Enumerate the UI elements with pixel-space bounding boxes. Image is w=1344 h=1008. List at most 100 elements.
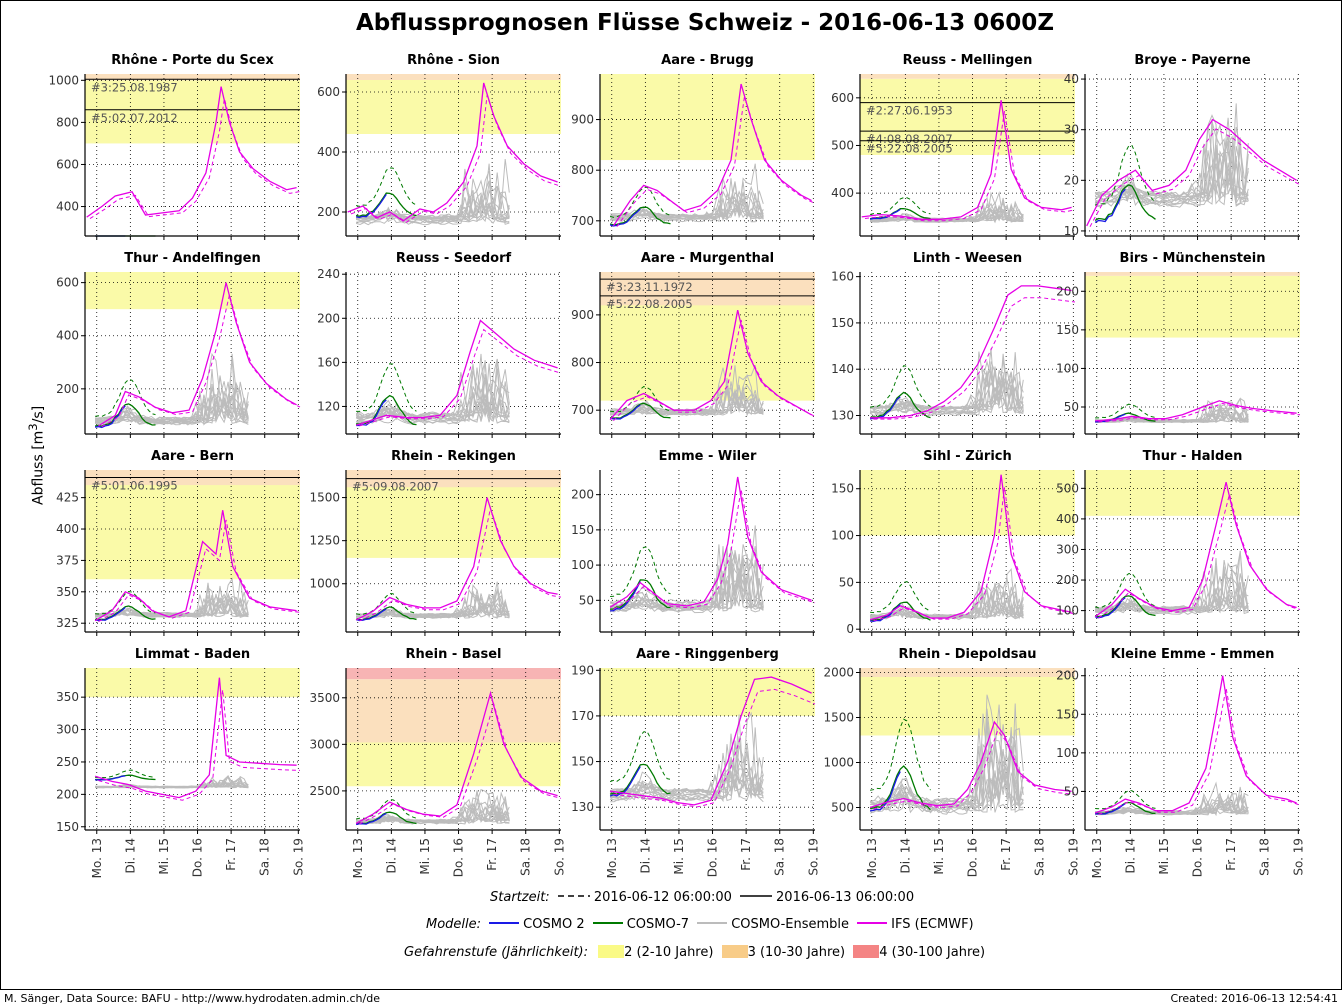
y-tick-label: 400 bbox=[317, 145, 340, 159]
danger-band-3 bbox=[860, 668, 1075, 677]
ensemble-line bbox=[869, 209, 1024, 224]
cosmo7-prev-line bbox=[869, 197, 931, 215]
y-tick-label: 800 bbox=[571, 356, 594, 370]
legend-gefahr-label: Gefahrenstufe (Jährlichkeit): bbox=[404, 945, 589, 960]
ensemble-line bbox=[95, 603, 249, 618]
legend-cosmo7: COSMO-7 bbox=[626, 917, 690, 932]
danger-band-3 bbox=[1085, 272, 1300, 276]
ensemble-line bbox=[356, 158, 510, 219]
y-tick-label: 150 bbox=[1056, 323, 1079, 337]
legend-level4: 4 (30-100 Jahre) bbox=[879, 945, 986, 960]
x-tick-label: Mi. 15 bbox=[672, 838, 686, 875]
ensemble-line bbox=[609, 740, 764, 797]
ifs-line bbox=[612, 83, 812, 227]
x-tick-label: Di. 14 bbox=[898, 838, 912, 873]
cosmo2-line bbox=[1094, 597, 1126, 619]
x-tick-label: Sa. 18 bbox=[773, 838, 787, 876]
x-tick-label: Do. 16 bbox=[452, 838, 466, 877]
ensemble-line bbox=[356, 365, 510, 419]
panel: 100 200 300 400 500 Thur - Halden bbox=[1056, 449, 1301, 636]
panel-title: Reuss - Seedorf bbox=[396, 251, 512, 266]
danger-band-4 bbox=[346, 668, 561, 680]
cosmo7-prev-line bbox=[610, 546, 671, 597]
y-tick-label: 140 bbox=[831, 362, 854, 376]
panel: 400 600 800 1000 #3:25.08.1987 #5:02.07.2012 R… bbox=[48, 53, 301, 240]
ensemble-line bbox=[356, 790, 510, 823]
y-tick-label: 240 bbox=[317, 267, 340, 281]
ensemble-line bbox=[609, 558, 764, 613]
ensemble-line bbox=[94, 390, 249, 426]
y-tick-label: 400 bbox=[56, 522, 79, 536]
x-tick-label: Fr. 17 bbox=[485, 838, 499, 871]
x-tick-label: Do. 16 bbox=[191, 838, 205, 877]
y-tick-label: 100 bbox=[571, 558, 594, 572]
footer-created: Created: 2016-06-13 12:54:41 bbox=[1170, 992, 1338, 1005]
y-tick-label: 150 bbox=[571, 755, 594, 769]
ensemble-line bbox=[609, 711, 764, 794]
panel-title: Aare - Murgenthal bbox=[641, 251, 774, 266]
panel: 130 140 150 160 Linth - Weesen bbox=[831, 251, 1076, 438]
reference-label: #5:22.08.2005 bbox=[606, 297, 693, 311]
legend-ifs-swatch bbox=[857, 922, 888, 924]
panel-title: Rhein - Rekingen bbox=[391, 449, 516, 464]
ifs-prev-line bbox=[359, 506, 562, 622]
ifs-line bbox=[355, 319, 558, 426]
y-tick-label: 500 bbox=[831, 138, 854, 152]
ensemble-line bbox=[356, 361, 510, 424]
panel-title: Emme - Wiler bbox=[659, 449, 757, 464]
panel-title: Aare - Brugg bbox=[661, 53, 754, 68]
legend-startzeit: Startzeit: 2016-06-12 06:00:00 2016-06-1… bbox=[490, 890, 914, 905]
danger-band-2 bbox=[600, 74, 815, 161]
ifs-line bbox=[98, 282, 297, 427]
y-tick-label: 50 bbox=[1064, 400, 1079, 414]
x-tick-label: Mo. 13 bbox=[1090, 838, 1104, 878]
y-tick-label: 150 bbox=[831, 316, 854, 330]
y-tick-label: 30 bbox=[1064, 123, 1079, 137]
cosmo7-line bbox=[355, 606, 417, 621]
ensemble-line bbox=[869, 208, 1024, 223]
y-tick-label: 2500 bbox=[309, 784, 340, 798]
cosmo7-line bbox=[1094, 595, 1156, 618]
ensemble-line bbox=[355, 374, 510, 423]
legend-level3: 3 (10-30 Jahre) bbox=[747, 945, 846, 960]
ensemble-line bbox=[609, 204, 764, 222]
cosmo7-line bbox=[1094, 184, 1156, 221]
panel-title: Reuss - Mellingen bbox=[903, 53, 1033, 68]
y-tick-label: 3000 bbox=[309, 737, 340, 751]
y-tick-label: 200 bbox=[1056, 284, 1079, 298]
danger-band-3 bbox=[346, 74, 561, 80]
legend-modelle-label: Modelle: bbox=[426, 917, 482, 932]
panel: 10 20 30 40 Broye - Payerne bbox=[1064, 53, 1301, 240]
y-tick-label: 200 bbox=[317, 205, 340, 219]
ifs-line bbox=[861, 100, 1072, 220]
legend-level2-swatch bbox=[598, 945, 625, 958]
ensemble-line bbox=[1095, 781, 1249, 813]
y-tick-label: 160 bbox=[317, 355, 340, 369]
y-tick-label: 325 bbox=[56, 616, 79, 630]
panel-title: Limmat - Baden bbox=[135, 647, 250, 662]
ifs-line bbox=[869, 474, 1072, 621]
cosmo7-line bbox=[870, 601, 931, 621]
x-tick-label: So. 19 bbox=[1291, 838, 1305, 876]
danger-band-2 bbox=[600, 668, 815, 716]
danger-band-2 bbox=[1085, 470, 1300, 516]
legend-startzeit-label: Startzeit: bbox=[490, 890, 550, 905]
ifs-line bbox=[1094, 482, 1297, 618]
danger-band-2 bbox=[85, 272, 300, 310]
y-tick-label: 200 bbox=[56, 382, 79, 396]
legend-ensemble-swatch bbox=[697, 922, 728, 924]
x-tick-label: Fr. 17 bbox=[1224, 838, 1238, 871]
x-tick-label: So. 19 bbox=[1066, 838, 1080, 876]
x-tick-label: Mi. 15 bbox=[418, 838, 432, 875]
danger-band-2 bbox=[346, 80, 561, 134]
cosmo7-prev-line bbox=[356, 363, 417, 412]
ifs-line bbox=[347, 82, 558, 222]
panel: 700 800 900 Aare - Brugg bbox=[571, 53, 816, 240]
panel-title: Thur - Andelfingen bbox=[124, 251, 260, 266]
panel-title: Sihl - Zürich bbox=[923, 449, 1012, 464]
ifs-line bbox=[870, 285, 1072, 419]
ensemble-line bbox=[610, 393, 764, 416]
ensemble-line bbox=[869, 396, 1024, 415]
y-tick-label: 50 bbox=[1064, 784, 1079, 798]
panel: 0 50 100 150 Sihl - Zürich bbox=[831, 449, 1076, 636]
